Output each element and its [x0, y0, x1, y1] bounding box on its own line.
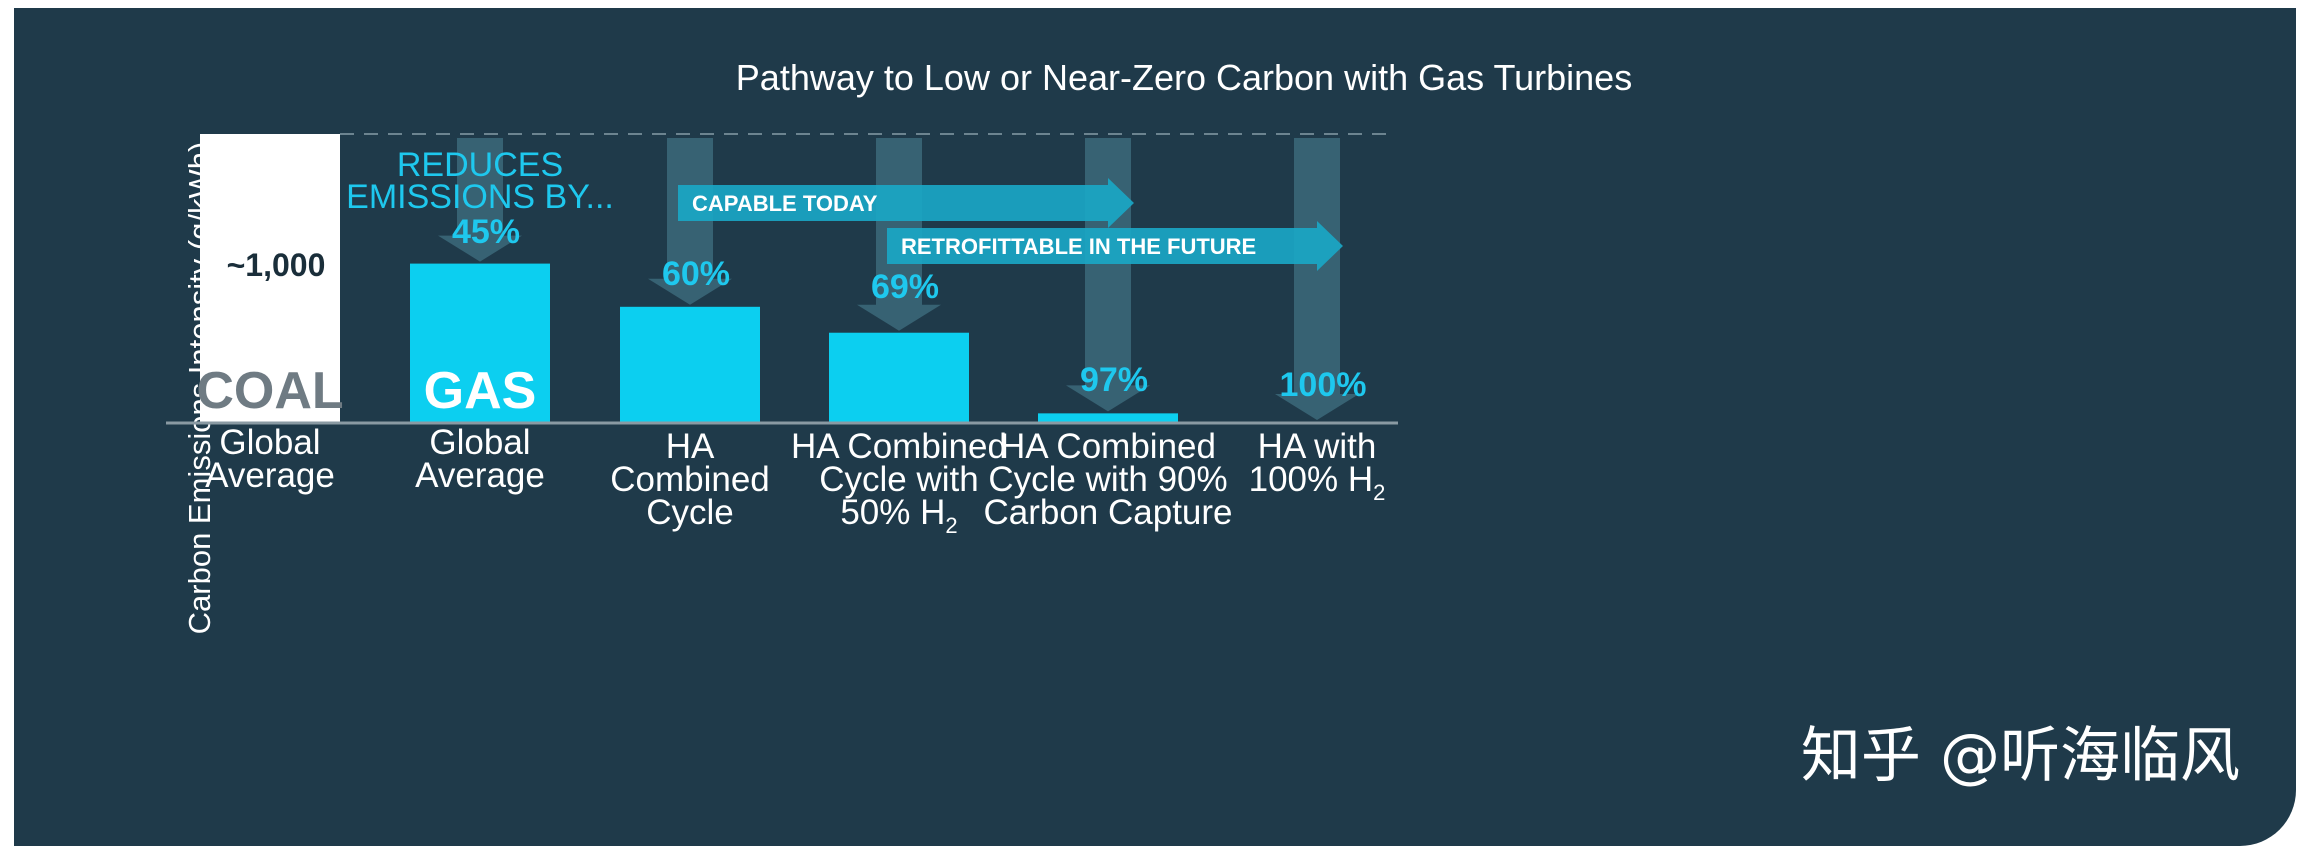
category-label-line: Average — [205, 456, 335, 495]
category-label: Global Average — [415, 423, 545, 495]
chart-title: Pathway to Low or Near-Zero Carbon with … — [736, 57, 1632, 98]
bar — [410, 263, 550, 422]
reduction-label: 60% — [662, 255, 730, 293]
category-label: HA with 100% H2 — [1249, 427, 1386, 505]
reduction-arrow — [648, 138, 732, 305]
bar — [1038, 413, 1178, 422]
category-label-line: HA — [666, 427, 715, 466]
category-label: Global Average — [205, 423, 335, 495]
category-label-line: HA Combined — [1000, 427, 1216, 466]
bar-label: GAS — [424, 362, 537, 420]
reduction-header-line: EMISSIONS BY... — [346, 178, 614, 216]
capable-today-label: CAPABLE TODAY — [692, 191, 878, 216]
category-label-line: HA with — [1258, 427, 1377, 466]
labels: REDUCES EMISSIONS BY...45% 60% 69% 97% 100% ~1… — [196, 146, 1385, 538]
category-label-line: 100% H — [1249, 460, 1374, 499]
category-label-line: HA Combined — [791, 427, 1007, 466]
category-label: HA Combined Cycle with 50% H2 — [791, 427, 1007, 538]
subscript: 2 — [1373, 480, 1385, 505]
subscript: 2 — [945, 513, 957, 538]
category-label-line: Global — [219, 423, 320, 462]
category-label-line: Cycle with 90% — [988, 460, 1227, 499]
category-label: HA Combined Cycle — [610, 427, 770, 532]
bars — [200, 134, 1178, 422]
bar-value-label: ~1,000 — [227, 247, 326, 283]
category-label-line: Carbon Capture — [983, 493, 1232, 532]
reduction-header-line: REDUCES — [397, 146, 563, 184]
retrofittable-label: RETROFITTABLE IN THE FUTURE — [901, 234, 1256, 259]
bar-label: COAL — [196, 362, 343, 420]
reduction-arrow — [1275, 138, 1359, 420]
bar — [200, 134, 340, 422]
watermark: 知乎 @听海临风 — [1801, 721, 2240, 791]
category-label-line: Combined — [610, 460, 770, 499]
bar — [829, 332, 969, 422]
retrofittable-arrow — [887, 221, 1343, 271]
chart: Pathway to Low or Near-Zero Carbon with … — [166, 57, 2240, 791]
category-label-line: Average — [415, 456, 545, 495]
category-label-line: Cycle with — [819, 460, 978, 499]
chart-card: Pathway to Low or Near-Zero Carbon with … — [14, 8, 2296, 846]
reduction-label: 97% — [1080, 361, 1148, 399]
bar — [620, 306, 760, 422]
reduction-label: 100% — [1280, 366, 1367, 404]
reduction-label: 45% — [452, 213, 520, 251]
category-label-line: 50% H — [840, 493, 945, 532]
reduction-arrow — [438, 138, 522, 262]
reduction-label: 69% — [871, 268, 939, 306]
reduction-header: REDUCES EMISSIONS BY... — [346, 146, 614, 216]
category-label: HA Combined Cycle with 90% Carbon Capture — [983, 427, 1232, 532]
category-label-line: Cycle — [646, 493, 734, 532]
capability-arrows: CAPABLE TODAY RETROFITTABLE IN THE FUTURE — [678, 178, 1343, 271]
category-label-line: Global — [429, 423, 530, 462]
capable-today-arrow — [678, 178, 1134, 228]
